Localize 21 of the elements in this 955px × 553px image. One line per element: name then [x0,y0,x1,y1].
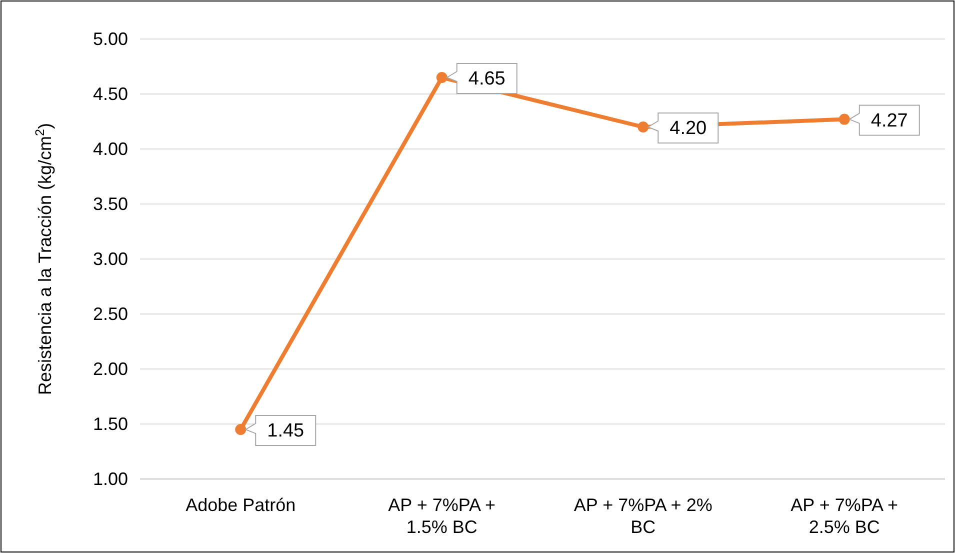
y-tick-label: 2.50 [92,304,128,324]
data-label: 4.27 [870,110,908,132]
point [235,424,246,435]
x-tick-label: AP + 7%PA + 2% BC [574,495,712,537]
data-label: 1.45 [267,420,304,442]
y-tick-label: 5.00 [92,29,128,49]
y-tick-label: 4.50 [92,84,128,104]
y-tick-label: 2.00 [92,359,128,379]
point [638,122,649,132]
y-tick-label: 4.00 [92,139,128,159]
x-tick-label: Adobe Patrón [186,495,296,515]
data-label: 4.20 [670,118,707,139]
data-label: 4.65 [468,68,506,90]
y-tick-label: 3.50 [92,194,128,214]
x-tick-label: AP + 7%PA + 1.5% BC [388,495,496,537]
y-tick-label: 3.00 [92,249,128,269]
y-tick-label: 1.00 [92,469,128,489]
point [436,72,448,83]
point [838,114,850,125]
y-tick-label: 1.50 [92,414,128,434]
x-tick-label: AP + 7%PA + 2.5% BC [790,495,898,537]
